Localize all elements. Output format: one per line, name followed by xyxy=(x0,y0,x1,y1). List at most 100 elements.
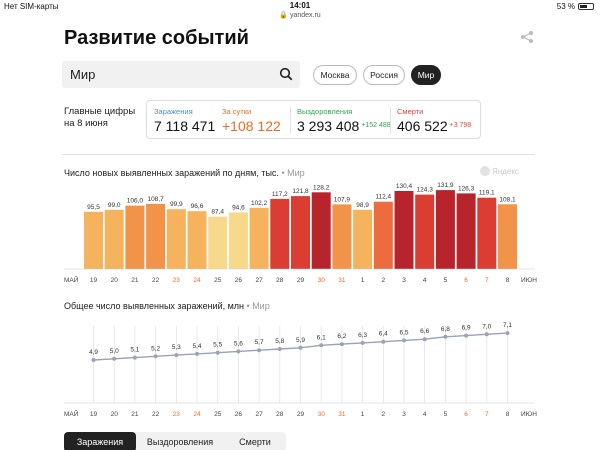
bar-value-label: 96,6 xyxy=(191,203,204,210)
summary-label: Главные цифры на 8 июня xyxy=(64,106,144,130)
figure-deaths: Смерти 406 522 +3 798 xyxy=(397,107,471,134)
x-tick-label: 23 xyxy=(173,411,181,418)
bar xyxy=(456,193,476,269)
point-value-label: 6,4 xyxy=(379,331,388,338)
bar-chart-region: • Мир xyxy=(281,168,305,178)
x-tick-label: 28 xyxy=(276,277,284,284)
point-value-label: 5,6 xyxy=(234,340,243,347)
bar-value-label: 126,3 xyxy=(458,185,475,192)
bar xyxy=(373,201,393,269)
x-tick-label: 21 xyxy=(131,277,139,284)
figure-recovered-delta: +152 488 xyxy=(361,122,391,129)
bar-value-label: 131,9 xyxy=(437,182,454,189)
search-input[interactable]: Мир xyxy=(62,61,300,88)
x-tick-label: 8 xyxy=(506,411,510,418)
yandex-watermark: Яндекс xyxy=(480,166,519,176)
bar-value-label: 107,9 xyxy=(334,196,351,203)
figure-separator xyxy=(390,107,391,134)
x-tick-label: 31 xyxy=(338,277,346,284)
series-point xyxy=(360,340,365,345)
x-tick-label: 5 xyxy=(444,277,448,284)
point-value-label: 6,2 xyxy=(337,333,346,340)
bar-value-label: 119,1 xyxy=(479,190,495,197)
series-point xyxy=(381,339,386,344)
x-month-start-label: МАЙ xyxy=(64,409,79,418)
x-tick-label: 7 xyxy=(485,277,489,284)
point-value-label: 5,2 xyxy=(151,345,160,352)
summary-figures: Заражения 7 118 471 За сутки +108 122 Вы… xyxy=(146,100,481,139)
line-chart-title: Общее число выявленных заражений, млн • … xyxy=(64,301,270,311)
bar-value-label: 121,8 xyxy=(292,188,309,195)
series-point xyxy=(402,338,406,343)
x-tick-label: 3 xyxy=(402,277,406,284)
bar-value-label: 124,3 xyxy=(417,187,434,194)
figure-recovered-label: Выздоровления xyxy=(297,107,353,116)
x-tick-label: 22 xyxy=(152,277,160,284)
bar xyxy=(104,209,124,270)
tab-recoveries[interactable]: Выздоровления xyxy=(146,437,214,447)
x-tick-label: 25 xyxy=(214,277,222,284)
region-button-moscow[interactable]: Москва xyxy=(313,65,357,85)
x-tick-label: 30 xyxy=(318,277,326,284)
region-button-world[interactable]: Мир xyxy=(411,65,441,85)
x-tick-label: 6 xyxy=(464,277,468,284)
bar-value-label: 94,6 xyxy=(232,204,245,211)
point-value-label: 5,1 xyxy=(130,347,139,354)
series-point xyxy=(505,331,510,336)
x-tick-label: 25 xyxy=(214,411,222,418)
bar xyxy=(84,211,103,269)
x-tick-label: 31 xyxy=(338,411,346,418)
series-point xyxy=(236,349,241,354)
region-button-russia[interactable]: Россия xyxy=(363,65,405,85)
bar xyxy=(166,209,186,269)
x-tick-label: 6 xyxy=(464,411,468,418)
series-point xyxy=(339,342,344,347)
url-text: yandex.ru xyxy=(289,12,321,19)
status-bar: Нет SIM-карты 14:01 53 % xyxy=(0,0,600,14)
point-value-label: 5,9 xyxy=(296,337,305,344)
x-tick-label: 4 xyxy=(423,277,427,284)
bar xyxy=(353,209,373,269)
bar xyxy=(125,205,145,269)
bar xyxy=(394,191,414,269)
series-point xyxy=(443,334,448,339)
bar xyxy=(187,211,207,269)
tab-deaths[interactable]: Смерти xyxy=(239,437,271,447)
search-icon[interactable] xyxy=(279,67,293,81)
address-bar[interactable]: 🔒 yandex.ru xyxy=(0,11,600,19)
point-value-label: 5,3 xyxy=(172,344,181,351)
x-tick-label: 28 xyxy=(276,411,284,418)
bar-value-label: 99,0 xyxy=(108,202,121,209)
series-point xyxy=(319,343,324,348)
x-month-start-label: МАЙ xyxy=(64,275,79,284)
point-value-label: 5,7 xyxy=(255,339,264,346)
x-tick-label: 29 xyxy=(297,277,305,284)
tab-infections[interactable]: Заражения xyxy=(64,432,136,450)
point-value-label: 6,1 xyxy=(317,334,326,341)
share-icon[interactable] xyxy=(520,30,534,44)
series-point xyxy=(277,347,282,351)
lock-icon: 🔒 xyxy=(279,12,288,19)
x-tick-label: 1 xyxy=(361,411,365,418)
bar-value-label: 106,0 xyxy=(127,198,144,205)
figure-daily: За сутки +108 122 xyxy=(222,107,281,134)
x-tick-label: 5 xyxy=(444,411,448,418)
x-tick-label: 24 xyxy=(193,411,201,418)
point-value-label: 7,1 xyxy=(503,322,512,329)
figure-infected-label: Заражения xyxy=(154,107,193,116)
x-tick-label: 8 xyxy=(506,277,510,284)
bar xyxy=(477,197,497,269)
figure-daily-label: За сутки xyxy=(222,107,252,116)
series-point xyxy=(215,350,220,355)
x-tick-label: 23 xyxy=(173,277,181,284)
x-tick-label: 1 xyxy=(361,277,365,284)
x-tick-label: 3 xyxy=(402,411,406,418)
point-value-label: 6,6 xyxy=(420,328,429,335)
bar-value-label: 99,9 xyxy=(170,201,183,208)
figure-infected: Заражения 7 118 471 xyxy=(154,107,215,134)
battery-icon xyxy=(578,3,594,10)
bar-value-label: 108,7 xyxy=(147,196,164,203)
point-value-label: 5,4 xyxy=(192,343,201,350)
series-point xyxy=(112,356,117,361)
